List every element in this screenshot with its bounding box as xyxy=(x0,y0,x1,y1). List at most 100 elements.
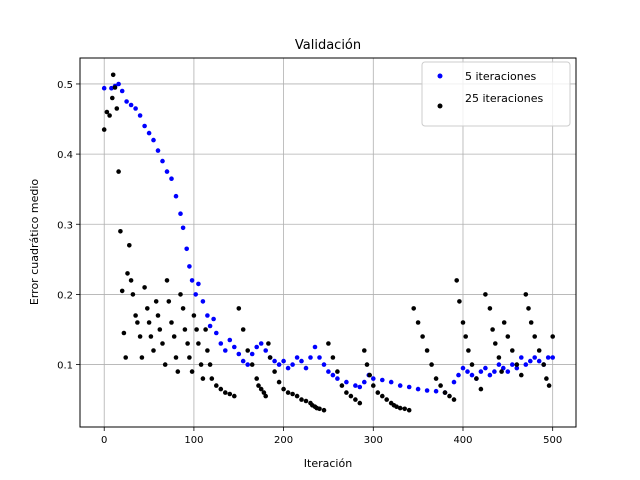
data-point xyxy=(501,320,507,325)
data-point xyxy=(545,355,551,360)
data-point xyxy=(218,386,224,392)
data-point xyxy=(510,362,515,367)
data-point xyxy=(256,383,261,388)
data-point xyxy=(276,379,282,385)
data-point xyxy=(528,358,533,364)
data-point xyxy=(415,320,421,325)
x-tick-label: 100 xyxy=(184,435,203,446)
data-point xyxy=(303,365,309,371)
data-point xyxy=(109,85,114,91)
data-point xyxy=(451,397,457,402)
legend-label-5-iteraciones: 5 iteraciones xyxy=(465,70,536,83)
data-point xyxy=(272,358,277,364)
data-point xyxy=(110,95,115,101)
data-point xyxy=(114,106,120,111)
data-point xyxy=(348,393,354,399)
data-point xyxy=(232,393,237,399)
data-point xyxy=(285,365,291,371)
data-point xyxy=(353,397,358,402)
data-point xyxy=(519,355,524,360)
data-point xyxy=(169,320,174,325)
data-point xyxy=(499,369,504,374)
y-axis-ticks: 0.1 0.2 0.3 0.4 0.5 xyxy=(57,80,80,372)
data-point xyxy=(135,320,140,325)
data-point xyxy=(214,330,219,336)
data-point xyxy=(184,246,189,252)
y-tick-label: 0.2 xyxy=(57,290,73,301)
chart-title: Validación xyxy=(295,38,361,53)
data-point xyxy=(321,407,327,413)
data-point xyxy=(189,278,195,283)
data-point xyxy=(317,355,322,360)
data-point xyxy=(528,320,534,325)
data-point xyxy=(339,383,345,388)
data-point xyxy=(128,102,134,108)
data-point xyxy=(487,372,493,378)
data-point xyxy=(146,130,152,136)
data-point xyxy=(367,372,373,378)
data-point xyxy=(180,306,186,311)
data-point xyxy=(550,334,555,339)
data-point xyxy=(487,306,493,311)
data-point xyxy=(406,384,412,390)
data-point xyxy=(312,344,318,350)
data-point xyxy=(519,372,524,378)
data-point xyxy=(205,348,210,353)
data-point xyxy=(123,355,128,360)
data-point xyxy=(460,365,466,371)
data-point xyxy=(371,376,376,381)
data-point xyxy=(424,348,430,353)
data-point xyxy=(492,369,497,374)
data-point xyxy=(127,243,132,248)
data-point xyxy=(285,390,291,395)
data-point xyxy=(218,341,224,346)
data-point xyxy=(245,362,250,367)
data-point xyxy=(344,390,349,395)
data-point xyxy=(194,327,199,332)
data-point xyxy=(463,334,469,339)
data-point xyxy=(272,369,277,374)
data-point xyxy=(232,344,237,350)
legend: 5 iteraciones 25 iteraciones xyxy=(421,61,571,127)
data-point xyxy=(164,278,170,283)
data-point xyxy=(474,376,479,381)
data-point xyxy=(357,400,363,406)
data-point xyxy=(205,313,210,318)
data-point xyxy=(110,72,116,78)
data-point xyxy=(240,327,246,332)
data-point xyxy=(478,369,484,374)
data-point xyxy=(191,313,197,318)
data-point xyxy=(258,386,264,392)
data-point xyxy=(397,405,403,411)
data-point xyxy=(160,158,165,164)
series-25-iteraciones xyxy=(101,72,555,413)
data-point xyxy=(254,344,259,350)
data-point xyxy=(209,376,215,381)
data-point xyxy=(101,85,107,91)
data-point xyxy=(505,334,511,339)
data-point xyxy=(317,406,322,412)
data-point xyxy=(397,383,403,388)
data-point xyxy=(173,193,179,199)
data-point xyxy=(541,362,546,367)
series-layer xyxy=(101,72,555,413)
data-point xyxy=(245,348,250,353)
data-point xyxy=(380,393,385,399)
data-point xyxy=(281,358,286,364)
data-point xyxy=(203,327,208,332)
data-point xyxy=(523,292,529,297)
y-axis-label: Error cuadrático medio xyxy=(28,179,41,305)
data-point xyxy=(187,355,192,360)
data-point xyxy=(364,362,370,367)
data-point xyxy=(175,369,181,374)
legend-marker-25-iteraciones xyxy=(437,103,443,109)
data-point xyxy=(447,393,452,399)
data-point xyxy=(187,264,192,269)
data-point xyxy=(375,390,381,395)
data-point xyxy=(258,341,264,346)
data-point xyxy=(196,281,201,287)
data-point xyxy=(438,383,443,388)
data-point xyxy=(189,369,195,374)
data-point xyxy=(130,292,136,297)
data-point xyxy=(330,372,336,378)
